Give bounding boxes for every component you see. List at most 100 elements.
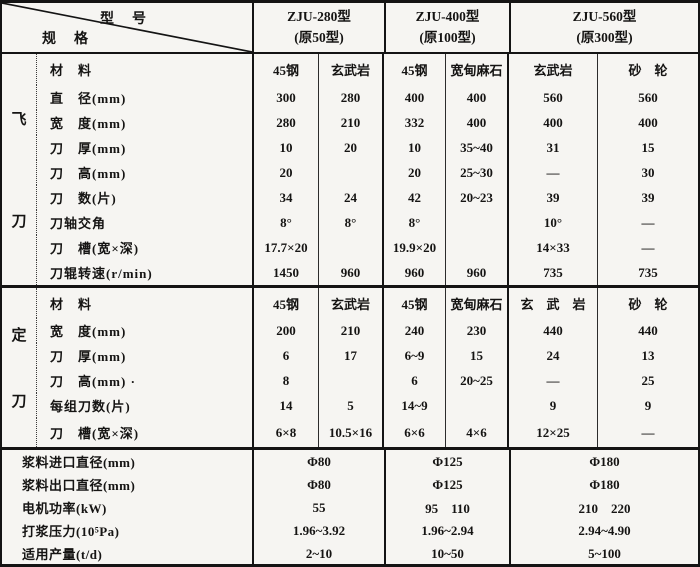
spec-value: 560	[597, 85, 698, 110]
spec-value: 10	[252, 135, 318, 160]
spec-value: 960	[445, 260, 507, 285]
spec-value: 19.9×20	[382, 235, 445, 260]
table-row: 宽 度(mm) 200 210 240 230 440 440	[36, 318, 698, 343]
spec-value: 20	[252, 160, 318, 185]
model-name: ZJU-400型	[415, 8, 480, 24]
spec-value: 20~25	[445, 368, 507, 393]
spec-value: 735	[597, 260, 698, 285]
spec-value: 15	[597, 135, 698, 160]
table-row: 刀 高(mm) 20 20 25~30 — 30	[36, 160, 698, 185]
spec-value: 10.5×16	[318, 418, 382, 447]
spec-value: 1.96~2.94	[384, 519, 509, 542]
spec-value: 332	[382, 110, 445, 135]
spec-label: 刀轴交角	[36, 210, 252, 235]
spec-value: 400	[507, 110, 597, 135]
table-row: 刀 厚(mm) 10 20 10 35~40 31 15	[36, 135, 698, 160]
spec-value: 30	[597, 160, 698, 185]
table-row: 刀轴交角 8° 8° 8° 10° —	[36, 210, 698, 235]
model-column-zju400: ZJU-400型 (原100型)	[384, 3, 509, 52]
table-row: 刀 槽(宽×深) 6×8 10.5×16 6×6 4×6 12×25 —	[36, 418, 698, 447]
spec-value: 17	[318, 343, 382, 368]
spec-label: 打浆压力(10⁵Pa)	[22, 524, 120, 539]
table-row: 刀 槽(宽×深) 17.7×20 19.9×20 14×33 —	[36, 235, 698, 260]
spec-value: 2.94~4.90	[509, 519, 698, 542]
table-row: 打浆压力(10⁵Pa) 1.96~3.92 1.96~2.94 2.94~4.9…	[2, 519, 698, 542]
spec-value: 10°	[507, 210, 597, 235]
spec-value: 5	[318, 393, 382, 418]
spec-value: 玄武岩	[318, 288, 382, 318]
spec-value	[318, 160, 382, 185]
spec-value: 735	[507, 260, 597, 285]
spec-value: 25	[597, 368, 698, 393]
spec-value: 5~100	[509, 542, 698, 564]
spec-value: —	[597, 235, 698, 260]
model-column-zju280: ZJU-280型 (原50型)	[252, 3, 384, 52]
model-orig: (原300型)	[576, 29, 633, 45]
spec-value: 13	[597, 343, 698, 368]
spec-value: Φ80	[252, 473, 384, 496]
spec-value: Φ125	[384, 450, 509, 473]
table-row: 刀 厚(mm) 6 17 6~9 15 24 13	[36, 343, 698, 368]
group-char: 刀	[11, 393, 27, 410]
fixed-knife-group-label: 定 刀	[2, 288, 36, 447]
spec-label: 每组刀数(片)	[36, 393, 252, 418]
spec-value: 9	[597, 393, 698, 418]
spec-value: 玄 武 岩	[507, 288, 597, 318]
header-spec-label: 规 格	[42, 32, 90, 47]
model-orig: (原100型)	[419, 29, 476, 45]
table-row: 宽 度(mm) 280 210 332 400 400 400	[36, 110, 698, 135]
spec-value: Φ180	[509, 450, 698, 473]
spec-value: 6×6	[382, 418, 445, 447]
table-row: 浆料进口直径(mm) Φ80 Φ125 Φ180	[2, 450, 698, 473]
table-row: 材 料 45钢 玄武岩 45钢 宽甸麻石 玄武岩 砂 轮	[36, 54, 698, 85]
table-header: 型 号 规 格 ZJU-280型 (原50型) ZJU-400型 (原100型)…	[2, 3, 698, 54]
spec-value: 8°	[318, 210, 382, 235]
spec-value: 1.96~3.92	[252, 519, 384, 542]
header-model-label: 型 号	[100, 12, 148, 27]
spec-value: 400	[445, 85, 507, 110]
spec-value	[318, 368, 382, 393]
spec-value: 300	[252, 85, 318, 110]
spec-value: 15	[445, 343, 507, 368]
general-spec-section: 浆料进口直径(mm) Φ80 Φ125 Φ180 浆料出口直径(mm) Φ80 …	[2, 447, 698, 564]
spec-value: 20	[382, 160, 445, 185]
model-column-zju560: ZJU-560型 (原300型)	[509, 3, 698, 52]
spec-value: 42	[382, 185, 445, 210]
spec-label: 刀 槽(宽×深)	[36, 235, 252, 260]
spec-value	[445, 235, 507, 260]
spec-value: 8°	[252, 210, 318, 235]
spec-value: 20	[318, 135, 382, 160]
model-orig: (原50型)	[294, 29, 344, 45]
spec-value: 20~23	[445, 185, 507, 210]
table-row: 浆料出口直径(mm) Φ80 Φ125 Φ180	[2, 473, 698, 496]
spec-value: 45钢	[252, 54, 318, 85]
fly-knife-group-label: 飞 刀	[2, 54, 36, 285]
table-row: 材 料 45钢 玄武岩 45钢 宽甸麻石 玄 武 岩 砂 轮	[36, 288, 698, 318]
spec-value: 400	[597, 110, 698, 135]
spec-label: 刀 厚(mm)	[36, 135, 252, 160]
spec-value: 440	[597, 318, 698, 343]
spec-value: 6	[252, 343, 318, 368]
spec-value: 960	[382, 260, 445, 285]
spec-value: —	[507, 160, 597, 185]
spec-label: 刀辊转速(r/min)	[36, 260, 252, 285]
spec-value: 14~9	[382, 393, 445, 418]
spec-value: Φ125	[384, 473, 509, 496]
spec-value: 砂 轮	[597, 54, 698, 85]
spec-value: 6×8	[252, 418, 318, 447]
spec-value: Φ80	[252, 450, 384, 473]
spec-value: 210 220	[509, 496, 698, 519]
table-row: 电机功率(kW) 55 95 110 210 220	[2, 496, 698, 519]
spec-value: 45钢	[382, 54, 445, 85]
spec-value: 8°	[382, 210, 445, 235]
spec-value: 45钢	[252, 288, 318, 318]
spec-value: 宽甸麻石	[445, 288, 507, 318]
fly-knife-section: 飞 刀 材 料 45钢 玄武岩 45钢 宽甸麻石 玄武岩 砂 轮 直 径(mm)…	[2, 54, 698, 285]
spec-value: 10	[382, 135, 445, 160]
spec-value: 12×25	[507, 418, 597, 447]
spec-value: 39	[507, 185, 597, 210]
spec-value: 宽甸麻石	[445, 54, 507, 85]
spec-value: 2~10	[252, 542, 384, 564]
spec-value: 4×6	[445, 418, 507, 447]
spec-value: Φ180	[509, 473, 698, 496]
